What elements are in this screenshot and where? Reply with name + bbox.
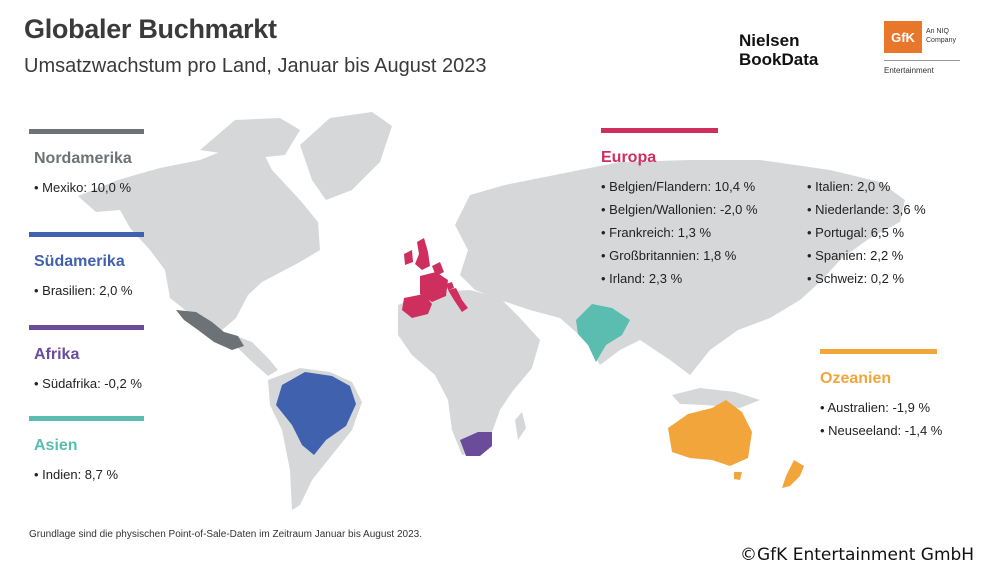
- region-name-europa: Europa: [601, 149, 657, 166]
- page-title: Globaler Buchmarkt: [24, 14, 277, 44]
- legend-afrika: Afrika • Südafrika: -0,2 %: [29, 325, 144, 395]
- nielsen-logo-line1: Nielsen: [739, 31, 800, 50]
- land-africa: [398, 290, 540, 455]
- land-japan: [788, 242, 806, 282]
- region-item: • Neuseeland: -1,4 %: [820, 423, 943, 438]
- country-france: [420, 272, 448, 302]
- country-new-zealand: [782, 460, 804, 488]
- legend-bar-suedamerika: [29, 232, 144, 237]
- region-item: • Schweiz: 0,2 %: [807, 271, 905, 286]
- legend-bar-asien: [29, 416, 144, 421]
- country-ireland: [404, 250, 413, 265]
- nielsen-logo-line2: BookData: [739, 50, 819, 69]
- land-eurasia: [455, 160, 905, 375]
- land-greenland: [300, 112, 392, 200]
- region-item: • Großbritannien: 1,8 %: [601, 248, 737, 263]
- region-item: • Portugal: 6,5 %: [807, 225, 905, 240]
- europa-col1: • Belgien/Flandern: 10,4 % • Belgien/Wal…: [601, 175, 758, 290]
- region-name-ozeanien: Ozeanien: [820, 370, 892, 387]
- land-central-america: [236, 336, 278, 376]
- country-south-africa: [460, 432, 492, 456]
- region-item: • Irland: 2,3 %: [601, 271, 683, 286]
- country-great-britain: [415, 238, 430, 270]
- land-madagascar: [515, 412, 526, 440]
- nielsen-bookdata-logo: Nielsen BookData: [739, 31, 818, 69]
- region-item: • Südafrika: -0,2 %: [34, 376, 142, 391]
- legend-asien: Asien • Indien: 8,7 %: [29, 416, 144, 486]
- land-indonesia: [672, 388, 760, 408]
- legend-europa: Europa • Belgien/Flandern: 10,4 % • Belg…: [601, 128, 951, 286]
- legend-bar-afrika: [29, 325, 144, 330]
- region-item: • Spanien: 2,2 %: [807, 248, 904, 263]
- region-item: • Mexiko: 10,0 %: [34, 180, 132, 195]
- region-item: • Italien: 2,0 %: [807, 179, 891, 194]
- legend-bar-europa: [601, 128, 718, 133]
- land-canada-arctic: [200, 118, 300, 158]
- country-brazil: [276, 372, 356, 455]
- copyright: ©GfK Entertainment GmbH: [740, 545, 975, 565]
- country-india: [576, 304, 630, 362]
- country-australia: [668, 400, 752, 466]
- country-mexico: [176, 310, 244, 350]
- gfk-subtitle: Entertainment: [884, 66, 934, 75]
- legend-bar-ozeanien: [820, 349, 937, 354]
- legend-suedamerika: Südamerika • Brasilien: 2,0 %: [29, 232, 144, 302]
- legend-nordamerika: Nordamerika • Mexiko: 10,0 %: [29, 129, 144, 199]
- region-name-asien: Asien: [34, 437, 78, 454]
- gfk-logo: GfK: [884, 21, 922, 53]
- europe-highlight: [402, 238, 468, 318]
- country-spain-portugal: [402, 294, 432, 318]
- country-switzerland: [446, 282, 454, 290]
- europa-col2: • Italien: 2,0 % • Niederlande: 3,6 % • …: [807, 175, 926, 290]
- region-name-nordamerika: Nordamerika: [34, 150, 132, 167]
- gfk-divider: [884, 60, 960, 61]
- gfk-tagline: An NIQ Company: [926, 28, 956, 44]
- region-item: • Frankreich: 1,3 %: [601, 225, 712, 240]
- footnote: Grundlage sind die physischen Point-of-S…: [29, 529, 422, 540]
- legend-ozeanien: Ozeanien • Australien: -1,9 % • Neuseela…: [820, 349, 942, 442]
- page-subtitle: Umsatzwachstum pro Land, Januar bis Augu…: [24, 55, 487, 77]
- land-north-america: [78, 140, 320, 330]
- country-tasmania: [734, 472, 742, 480]
- region-name-afrika: Afrika: [34, 346, 80, 363]
- region-item: • Brasilien: 2,0 %: [34, 283, 133, 298]
- region-item: • Australien: -1,9 %: [820, 400, 931, 415]
- region-item: • Belgien/Wallonien: -2,0 %: [601, 202, 758, 217]
- legend-bar-nordamerika: [29, 129, 144, 134]
- region-name-suedamerika: Südamerika: [34, 253, 125, 270]
- region-item: • Niederlande: 3,6 %: [807, 202, 926, 217]
- country-italy: [448, 288, 468, 312]
- region-item: • Indien: 8,7 %: [34, 467, 119, 482]
- region-item: • Belgien/Flandern: 10,4 %: [601, 179, 756, 194]
